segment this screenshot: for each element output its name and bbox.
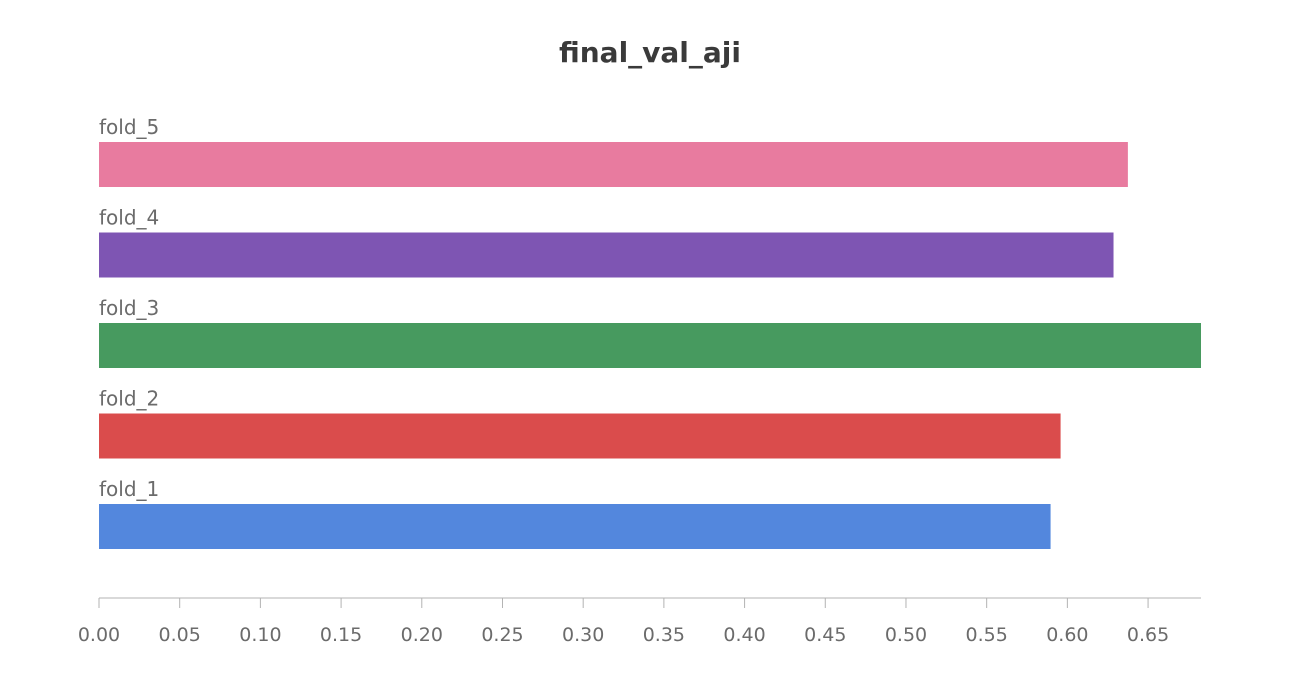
x-tick-label: 0.45 <box>804 624 846 646</box>
x-tick-label: 0.35 <box>643 624 685 646</box>
bar-fold_3 <box>99 323 1201 368</box>
x-tick-label: 0.20 <box>401 624 443 646</box>
x-tick-label: 0.15 <box>320 624 362 646</box>
x-tick-label: 0.65 <box>1127 624 1169 646</box>
x-tick-label: 0.25 <box>481 624 523 646</box>
bar-fold_5 <box>99 142 1128 187</box>
bar-label: fold_1 <box>99 477 159 501</box>
bar-fold_4 <box>99 232 1114 278</box>
x-tick-label: 0.60 <box>1046 624 1088 646</box>
x-tick-label: 0.00 <box>78 624 120 646</box>
x-tick-label: 0.40 <box>723 624 765 646</box>
bar-label: fold_5 <box>99 115 159 139</box>
bar-label: fold_4 <box>99 206 159 230</box>
chart-title: final_val_aji <box>558 36 741 69</box>
x-tick-label: 0.55 <box>966 624 1008 646</box>
bar-label: fold_2 <box>99 387 159 411</box>
bar-fold_2 <box>99 413 1061 459</box>
bar-fold_1 <box>99 504 1051 549</box>
x-tick-label: 0.50 <box>885 624 927 646</box>
x-tick-label: 0.30 <box>562 624 604 646</box>
x-tick-label: 0.05 <box>159 624 201 646</box>
x-tick-label: 0.10 <box>239 624 281 646</box>
bar-label: fold_3 <box>99 296 159 320</box>
